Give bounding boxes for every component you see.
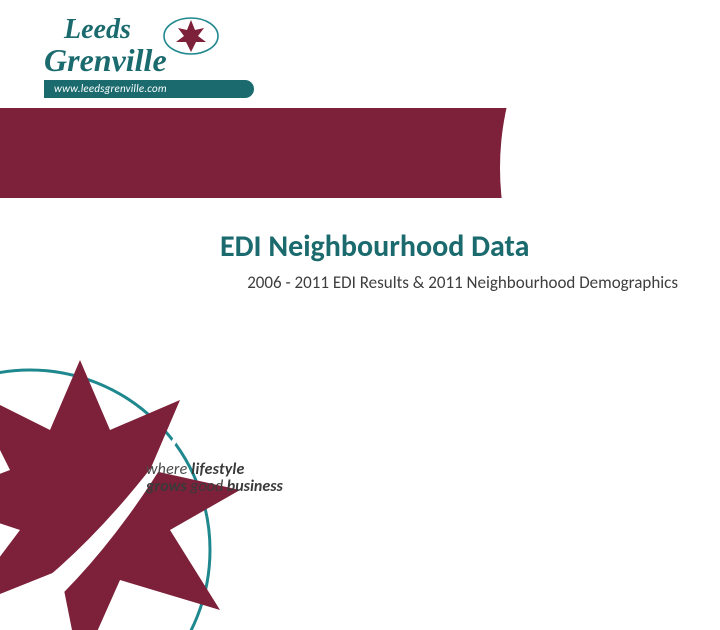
leaf-decoration-icon: [0, 250, 340, 630]
header-band: [0, 108, 720, 198]
slide-subtitle: 2006 - 2011 EDI Results & 2011 Neighbour…: [208, 272, 678, 293]
tagline: where lifestyle grows good business: [146, 460, 406, 496]
tagline-line2-bold-b: business: [227, 477, 283, 496]
brand-logo: Leeds Grenville www.leedsgrenville.com: [44, 8, 274, 100]
brand-name-line2: Grenville: [44, 42, 167, 79]
slide-title: EDI Neighbourhood Data: [220, 228, 680, 265]
tagline-line2-light: good: [190, 477, 227, 496]
tagline-line2-bold-a: grows: [146, 477, 190, 496]
tagline-line2: grows good business: [146, 477, 406, 496]
brand-url: www.leedsgrenville.com: [44, 80, 254, 98]
presentation-slide: Leeds Grenville www.leedsgrenville.com E…: [0, 0, 720, 540]
brand-leaf-icon: [162, 16, 220, 56]
band-arc-white: [500, 0, 720, 448]
